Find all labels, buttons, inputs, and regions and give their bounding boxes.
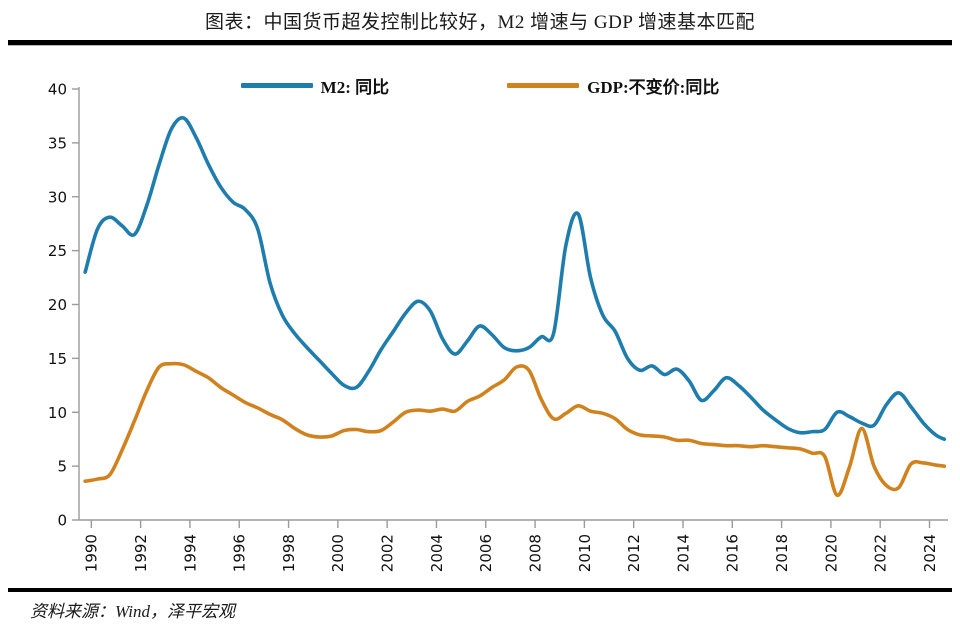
title-bar: 图表：中国货币超发控制比较好，M2 增速与 GDP 增速基本匹配 [0,0,960,40]
svg-text:15: 15 [48,350,67,368]
svg-text:40: 40 [48,81,67,99]
svg-text:25: 25 [48,242,67,260]
svg-text:2008: 2008 [526,534,544,572]
svg-text:30: 30 [48,188,67,206]
svg-text:2018: 2018 [773,534,791,572]
svg-text:2004: 2004 [428,534,446,572]
svg-text:0: 0 [57,512,67,530]
svg-text:20: 20 [48,296,67,314]
svg-text:2002: 2002 [379,534,397,572]
plot-area: 0 5 10 15 20 25 30 35 40 1990 1992 1994 1996 1998 2000… [0,46,960,591]
svg-text:2016: 2016 [724,534,742,572]
svg-text:1992: 1992 [132,534,150,572]
series-line-m2 [83,116,947,441]
svg-text:1996: 1996 [231,534,249,572]
series-line-gdp [83,361,947,498]
svg-text:1998: 1998 [280,534,298,572]
source-note: 资料来源：Wind，泽平宏观 [30,602,235,621]
svg-text:2022: 2022 [872,534,890,572]
svg-text:2010: 2010 [576,534,594,572]
svg-text:1990: 1990 [83,534,101,572]
svg-text:2012: 2012 [625,534,643,572]
svg-text:2024: 2024 [921,534,939,572]
svg-text:2014: 2014 [674,534,692,572]
svg-text:10: 10 [48,404,67,422]
svg-text:5: 5 [57,458,67,476]
line-chart: 0 5 10 15 20 25 30 35 40 1990 1992 1994 1996 1998 2000… [48,81,948,572]
page-title: 图表：中国货币超发控制比较好，M2 增速与 GDP 增速基本匹配 [205,11,755,33]
svg-text:1994: 1994 [181,534,199,572]
footer-divider [8,588,952,592]
svg-text:2006: 2006 [477,534,495,572]
svg-text:35: 35 [48,134,67,152]
svg-text:2000: 2000 [329,534,347,572]
title-divider [8,40,952,46]
svg-text:2020: 2020 [822,534,840,572]
